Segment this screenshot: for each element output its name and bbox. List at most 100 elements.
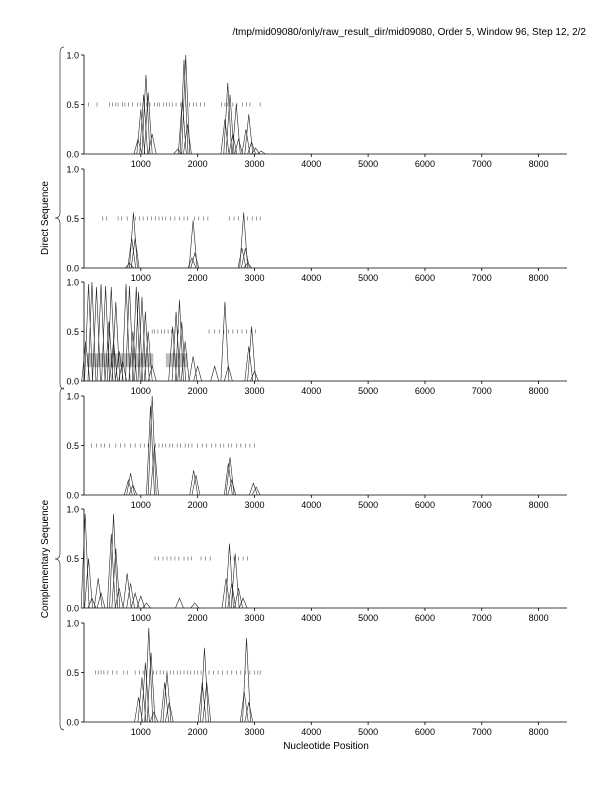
x-tick-label: 7000 <box>472 159 492 169</box>
peak-line <box>147 134 157 155</box>
peak-line <box>106 286 116 382</box>
peak-line <box>180 341 190 382</box>
peak-line <box>93 578 103 609</box>
x-tick-label: 7000 <box>472 500 492 510</box>
x-tick-label: 6000 <box>415 386 435 396</box>
x-tick-label: 4000 <box>301 386 321 396</box>
peak-line <box>137 296 147 382</box>
peak-line <box>106 533 116 609</box>
peak-line <box>244 114 254 155</box>
peak-line <box>144 627 154 723</box>
x-tick-label: 3000 <box>244 613 264 623</box>
y-tick-label: 0.0 <box>66 150 79 160</box>
group-brace <box>54 387 65 731</box>
x-tick-label: 2000 <box>188 500 208 510</box>
x-tick-label: 2000 <box>188 273 208 283</box>
panel-3: 0.0 0.5 1.0 1000 2000 3000 4000 5000 6000 7000 800… <box>66 278 567 396</box>
peak-line <box>241 129 251 155</box>
panel-1: 0.0 0.5 1.0 1000 2000 3000 4000 5000 6000 7000 800… <box>66 51 567 169</box>
peak-line <box>160 682 169 723</box>
group-label: Complementary Sequence <box>40 499 51 618</box>
x-tick-label: 5000 <box>358 273 378 283</box>
peak-line <box>109 513 118 609</box>
peak-line <box>137 677 147 723</box>
x-tick-label: 7000 <box>472 727 492 737</box>
group-2: Complementary Sequence <box>40 387 65 731</box>
x-tick-label: 4000 <box>301 273 321 283</box>
x-tick-label: 7000 <box>472 613 492 623</box>
peak-line <box>179 59 189 155</box>
peak-line <box>242 637 251 723</box>
peak-line <box>84 558 93 609</box>
peak-line <box>249 482 258 496</box>
x-tick-label: 6000 <box>415 500 435 510</box>
x-tick-label: 8000 <box>529 500 549 510</box>
peak-line <box>80 513 90 609</box>
peak-line <box>237 248 247 269</box>
peak-line <box>234 588 243 609</box>
x-tick-label: 2000 <box>188 613 208 623</box>
x-tick-label: 4000 <box>301 727 321 737</box>
peak-line <box>147 364 157 382</box>
peak-line <box>175 299 184 382</box>
peak-line <box>188 356 198 382</box>
peak-line <box>121 283 131 382</box>
peak-line <box>200 647 209 723</box>
group-labels-layer: Direct Sequence Complementary Sequence <box>40 46 65 731</box>
peak-line <box>244 702 254 723</box>
peak-line <box>92 286 101 382</box>
peak-line <box>134 291 143 382</box>
y-tick-label: 1.0 <box>66 619 79 629</box>
x-tick-label: 1000 <box>131 500 151 510</box>
group-label: Direct Sequence <box>40 181 51 255</box>
peak-line <box>257 150 266 155</box>
x-tick-label: 8000 <box>529 727 549 737</box>
x-tick-label: 5000 <box>358 500 378 510</box>
y-tick-label: 1.0 <box>66 505 79 515</box>
page-title: /tmp/mid09080/only/raw_result_dir/mid090… <box>232 27 586 38</box>
y-tick-label: 1.0 <box>66 278 79 288</box>
group-1: Direct Sequence <box>40 46 65 390</box>
peak-line <box>164 702 174 723</box>
peak-line <box>130 591 140 609</box>
x-tick-label: 8000 <box>529 273 549 283</box>
x-tick-label: 8000 <box>529 159 549 169</box>
y-tick-label: 1.0 <box>66 51 79 61</box>
peak-line <box>224 364 233 382</box>
peak-line <box>193 364 202 382</box>
x-axis-label: Nucleotide Position <box>283 741 369 752</box>
peak-line <box>244 346 254 382</box>
y-tick-label: 0.5 <box>66 554 79 564</box>
x-tick-label: 6000 <box>415 159 435 169</box>
peak-line <box>101 285 110 382</box>
peak-line <box>124 478 133 496</box>
peak-line <box>251 147 260 155</box>
y-tick-label: 0.0 <box>66 377 79 387</box>
peak-line <box>220 301 230 382</box>
peak-line <box>190 602 200 609</box>
x-tick-label: 4000 <box>301 500 321 510</box>
peak-line <box>227 583 237 609</box>
peak-line <box>210 364 219 382</box>
peak-line <box>122 573 132 609</box>
peak-line <box>143 331 153 382</box>
x-tick-label: 5000 <box>358 727 378 737</box>
x-tick-label: 2000 <box>188 727 208 737</box>
y-tick-label: 0.0 <box>66 491 79 501</box>
peak-line <box>171 311 181 382</box>
peak-line <box>141 311 150 382</box>
y-tick-label: 0.0 <box>66 718 79 728</box>
panels-layer: 0.0 0.5 1.0 1000 2000 3000 4000 5000 6000 7000 800… <box>66 51 567 737</box>
x-tick-label: 6000 <box>415 727 435 737</box>
y-tick-label: 0.5 <box>66 100 79 110</box>
x-tick-label: 8000 <box>529 386 549 396</box>
peak-line <box>223 82 233 155</box>
peak-line <box>190 251 200 269</box>
group-brace <box>54 46 65 390</box>
peak-line <box>225 457 235 496</box>
panel-6: 0.0 0.5 1.0 1000 2000 3000 4000 5000 6000 7000 800… <box>66 619 567 737</box>
panel-5: 0.0 0.5 1.0 1000 2000 3000 4000 5000 6000 7000 800… <box>66 505 567 623</box>
peak-line <box>220 119 230 155</box>
peak-line <box>129 212 138 269</box>
